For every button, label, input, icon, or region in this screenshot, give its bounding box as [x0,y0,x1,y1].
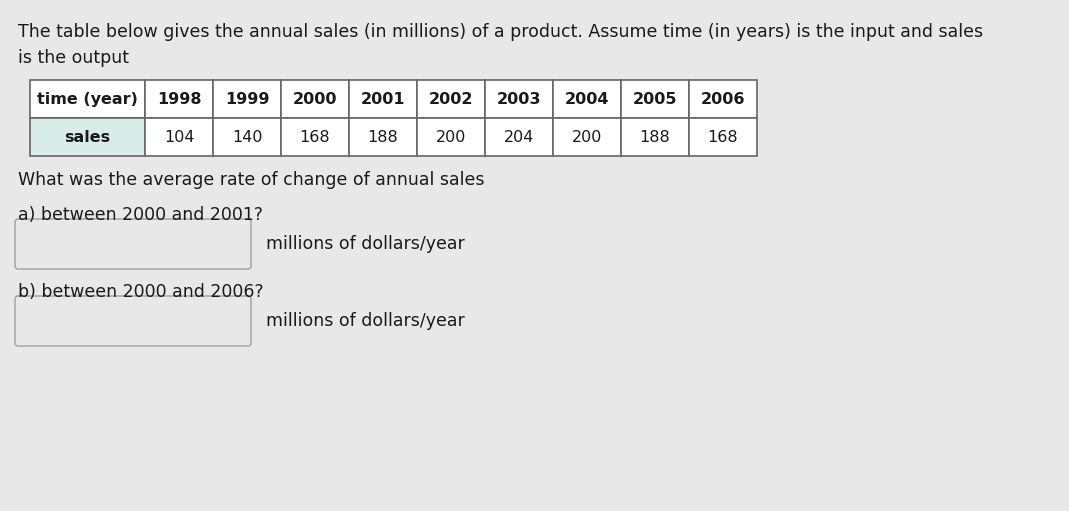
Text: 2002: 2002 [429,91,474,106]
Bar [485,80,553,118]
Bar [145,118,213,156]
Text: b) between 2000 and 2006?: b) between 2000 and 2006? [18,283,264,301]
Text: 168: 168 [299,129,330,145]
Bar [417,118,485,156]
Bar [348,80,417,118]
Bar [690,118,757,156]
Bar [417,80,485,118]
Text: 104: 104 [164,129,195,145]
Bar [485,118,553,156]
Text: 2006: 2006 [701,91,745,106]
Text: 188: 188 [639,129,670,145]
Text: 2003: 2003 [497,91,541,106]
Bar [281,80,348,118]
Bar [690,80,757,118]
Text: millions of dollars/year: millions of dollars/year [266,235,465,253]
Bar [30,118,145,156]
Text: millions of dollars/year: millions of dollars/year [266,312,465,330]
Text: 140: 140 [232,129,262,145]
Bar [621,118,690,156]
Text: 200: 200 [572,129,602,145]
Bar [621,80,690,118]
Bar [145,80,213,118]
Text: 2004: 2004 [564,91,609,106]
Text: a) between 2000 and 2001?: a) between 2000 and 2001? [18,206,263,224]
Text: What was the average rate of change of annual sales: What was the average rate of change of a… [18,171,484,189]
Bar [553,80,621,118]
Text: 1999: 1999 [224,91,269,106]
Text: 1998: 1998 [157,91,201,106]
Text: 200: 200 [436,129,466,145]
Text: time (year): time (year) [37,91,138,106]
Text: 188: 188 [368,129,399,145]
Bar [30,80,145,118]
Text: sales: sales [64,129,110,145]
Text: 2005: 2005 [633,91,678,106]
Bar [281,118,348,156]
Text: The table below gives the annual sales (in millions) of a product. Assume time (: The table below gives the annual sales (… [18,23,983,67]
FancyBboxPatch shape [15,219,251,269]
Text: 2001: 2001 [360,91,405,106]
Bar [553,118,621,156]
Bar [348,118,417,156]
Text: 204: 204 [503,129,534,145]
Bar [213,80,281,118]
Text: 2000: 2000 [293,91,337,106]
Text: 168: 168 [708,129,739,145]
FancyBboxPatch shape [15,296,251,346]
Bar [213,118,281,156]
